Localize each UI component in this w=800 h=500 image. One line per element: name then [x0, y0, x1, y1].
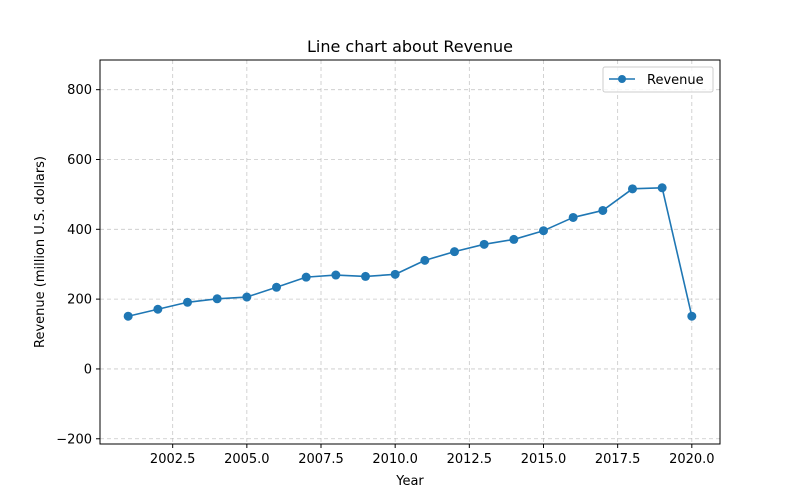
x-tick-label: 2020.0: [669, 452, 715, 467]
x-tick-label: 2012.5: [447, 452, 493, 467]
chart-title: Line chart about Revenue: [307, 37, 513, 56]
grid-lines: [100, 60, 720, 444]
data-point: [301, 272, 311, 282]
y-tick-label: 800: [67, 83, 92, 98]
data-point: [361, 271, 371, 281]
y-tick-label: 0: [84, 362, 92, 377]
series-line-revenue: [127, 186, 693, 318]
legend-label-revenue: Revenue: [647, 73, 704, 88]
data-point: [449, 247, 459, 257]
data-point: [568, 212, 578, 222]
y-tick-label: 200: [67, 293, 92, 308]
data-point: [153, 304, 163, 314]
x-tick-label: 2017.5: [595, 452, 641, 467]
data-point: [657, 183, 667, 193]
data-point: [479, 239, 489, 249]
axis-ticks: 2002.5 2005.0 2007.5 2010.0 2012.5 2015.0 2017…: [56, 83, 714, 467]
x-tick-label: 2002.5: [150, 452, 196, 467]
x-axis-title: Year: [395, 474, 424, 489]
data-point: [331, 270, 341, 280]
data-point: [687, 311, 697, 321]
plot-frame: [99, 59, 721, 445]
y-tick-label: 600: [67, 153, 92, 168]
data-point: [390, 269, 400, 279]
x-tick-label: 2015.0: [521, 452, 567, 467]
data-point: [123, 311, 133, 321]
x-tick-label: 2010.0: [372, 452, 418, 467]
data-point: [538, 226, 548, 236]
x-tick-label: 2007.5: [298, 452, 344, 467]
data-point: [242, 292, 252, 302]
y-axis-title: Revenue (million U.S. dollars): [33, 156, 48, 348]
data-point: [509, 234, 519, 244]
data-point: [183, 297, 193, 307]
series-layer: [123, 183, 697, 321]
data-point: [627, 184, 637, 194]
data-point: [212, 294, 222, 304]
y-tick-label: 400: [67, 223, 92, 238]
x-tick-label: 2005.0: [224, 452, 270, 467]
legend: Revenue: [602, 66, 714, 93]
legend-marker: [618, 75, 626, 83]
data-point: [598, 205, 608, 215]
legend-box: [602, 66, 714, 93]
y-tick-label: −200: [56, 432, 92, 447]
data-point: [272, 282, 282, 292]
data-point: [420, 255, 430, 265]
